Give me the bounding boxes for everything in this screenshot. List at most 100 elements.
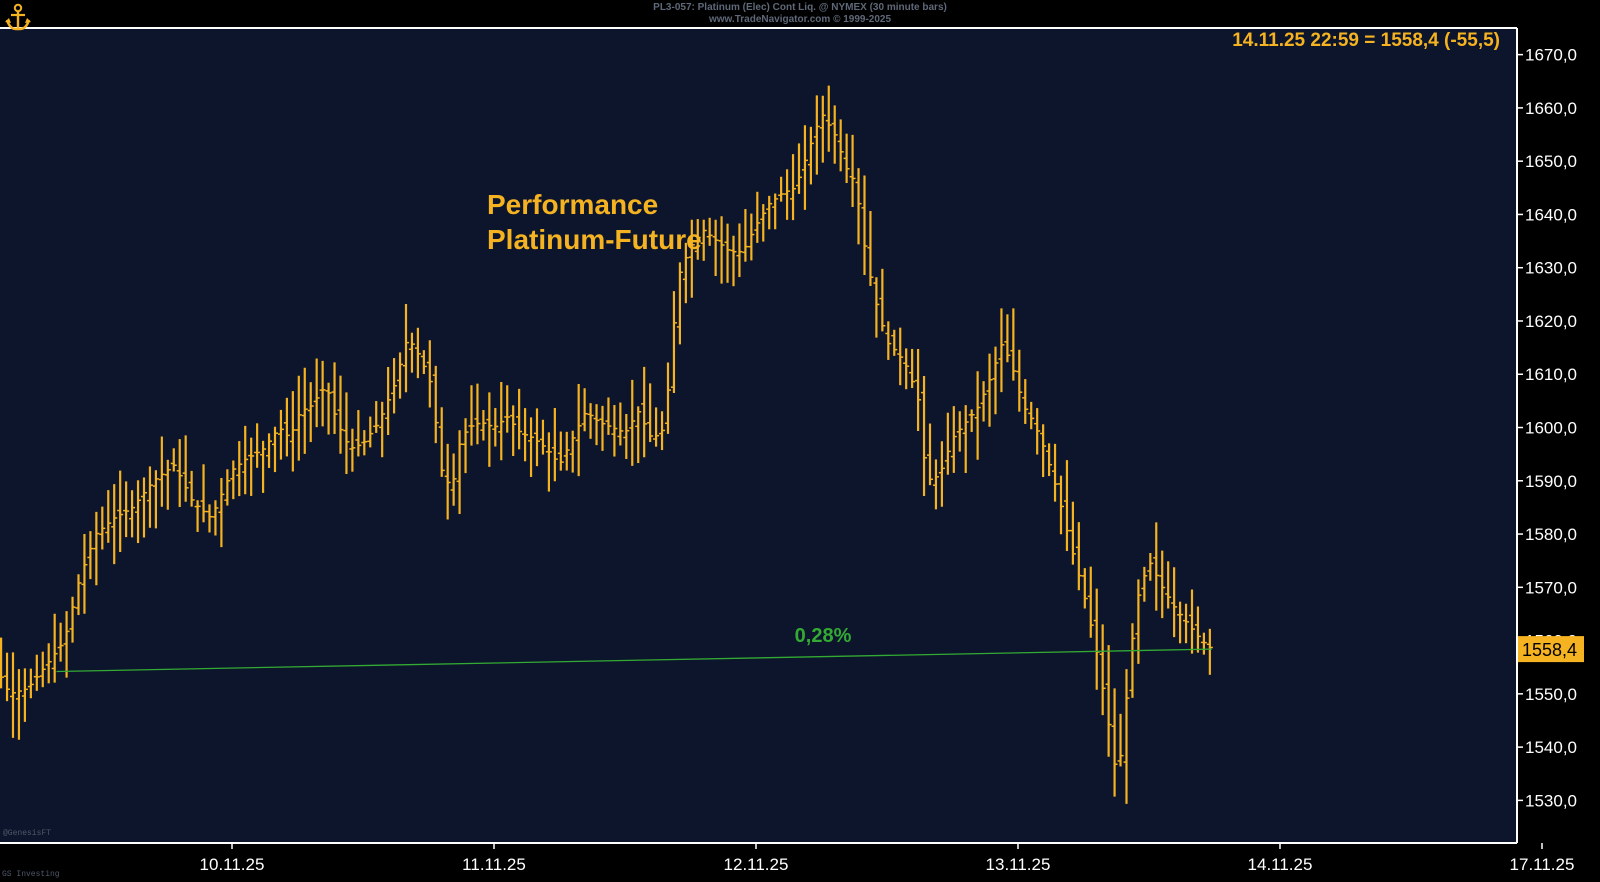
ohlc-bar — [724, 223, 731, 283]
ohlc-bar — [289, 391, 296, 472]
ohlc-bar — [140, 477, 147, 538]
last-price-tag-label: 1558,4 — [1522, 640, 1577, 660]
ohlc-bar — [790, 154, 797, 221]
ohlc-bar — [21, 668, 28, 722]
ohlc-bar — [748, 213, 755, 261]
ohlc-bar — [188, 470, 195, 507]
ohlc-bar — [87, 531, 94, 580]
ohlc-bar — [855, 168, 862, 245]
ohlc-bar — [468, 385, 475, 446]
source-tag: GS Investing — [2, 870, 60, 879]
performance-title: Performance Platinum-Future — [487, 187, 702, 257]
trendline-label: 0,28% — [795, 625, 852, 647]
ohlc-bar — [1159, 550, 1166, 619]
ohlc-bar — [623, 413, 630, 459]
ohlc-bar — [742, 209, 749, 262]
ohlc-bar — [123, 481, 130, 538]
ohlc-bar — [194, 500, 201, 532]
ohlc-bar — [266, 433, 273, 468]
ohlc-bar — [593, 404, 600, 446]
ohlc-bar — [1016, 349, 1023, 412]
ohlc-bar — [51, 613, 58, 683]
x-tick-label: 17.11.25 — [1510, 855, 1575, 874]
ohlc-bar — [397, 352, 404, 399]
ohlc-bar — [129, 490, 136, 538]
ohlc-bar — [795, 143, 802, 194]
ohlc-bar — [932, 459, 939, 510]
ohlc-bar — [563, 431, 570, 471]
ohlc-bar — [212, 500, 219, 536]
ohlc-bar — [962, 405, 969, 474]
ohlc-bar — [361, 430, 368, 456]
ohlc-bar — [1046, 443, 1053, 477]
x-tick-label: 14.11.25 — [1248, 855, 1313, 874]
ohlc-bar — [557, 431, 564, 471]
y-tick-label: 1550,0 — [1525, 685, 1577, 704]
ohlc-bar — [641, 366, 648, 458]
ohlc-bar — [391, 358, 398, 414]
ohlc-bar — [1129, 623, 1136, 698]
ohlc-bar — [682, 242, 689, 304]
trendline-group: 0,28% — [56, 625, 1212, 673]
ohlc-bar — [33, 654, 40, 691]
ohlc-bar — [736, 223, 743, 278]
ohlc-bar — [176, 439, 183, 508]
ohlc-bar — [9, 652, 16, 738]
ship-anchor-icon — [4, 2, 32, 32]
ohlc-bar — [93, 511, 100, 586]
ohlc-bar — [355, 410, 362, 457]
ohlc-bar — [926, 423, 933, 486]
x-tick-label: 13.11.25 — [986, 855, 1051, 874]
ohlc-bar — [784, 169, 791, 220]
ohlc-bar — [980, 381, 987, 422]
ohlc-bar — [1165, 561, 1172, 609]
ohlc-bar — [885, 321, 892, 360]
ohlc-bar — [516, 388, 523, 450]
ohlc-bar — [248, 437, 255, 496]
last-price-tag-box — [1518, 636, 1584, 663]
ohlc-bar — [230, 460, 237, 500]
ohlc-bar — [15, 669, 22, 740]
ohlc-bar — [75, 574, 82, 616]
ohlc-bar — [581, 388, 588, 432]
ohlc-bar — [694, 219, 701, 260]
ohlc-bar — [915, 348, 922, 431]
ohlc-bar — [283, 397, 290, 457]
ohlc-bar — [533, 408, 540, 467]
ohlc-bar — [706, 217, 713, 246]
ohlc-bar — [599, 405, 606, 451]
ohlc-bar — [260, 440, 267, 493]
y-tick-label: 1640,0 — [1525, 205, 1577, 224]
ohlc-bar — [629, 379, 636, 466]
ohlc-bar — [1171, 567, 1178, 638]
ohlc-bar — [528, 417, 535, 477]
ohlc-bar — [426, 340, 433, 408]
ohlc-bar — [343, 392, 350, 475]
ohlc-bar — [539, 419, 546, 455]
ohlc-bar — [1004, 314, 1011, 363]
ohlc-bar — [1111, 688, 1118, 797]
ohlc-bar — [57, 622, 64, 662]
ohlc-bar — [522, 408, 529, 462]
ohlc-bar — [224, 469, 231, 506]
ohlc-bar — [1057, 475, 1064, 535]
ohlc-bar — [712, 219, 719, 276]
ohlc-bar — [152, 470, 159, 529]
ohlc-bar — [605, 397, 612, 435]
ohlc-bar — [105, 490, 112, 543]
ohlc-bar — [891, 329, 898, 356]
y-tick-label: 1570,0 — [1525, 578, 1577, 597]
y-tick-label: 1530,0 — [1525, 791, 1577, 810]
ohlc-bar — [277, 409, 284, 460]
ohlc-bar — [617, 402, 624, 446]
ohlc-bar — [1177, 601, 1184, 644]
ohlc-bar — [402, 303, 409, 393]
ohlc-bar — [849, 134, 856, 207]
ohlc-bar — [843, 133, 850, 183]
ohlc-bar — [998, 308, 1005, 393]
ohlc-bar — [1117, 713, 1124, 767]
ohlc-bar — [986, 353, 993, 427]
ohlc-bar — [295, 375, 302, 461]
